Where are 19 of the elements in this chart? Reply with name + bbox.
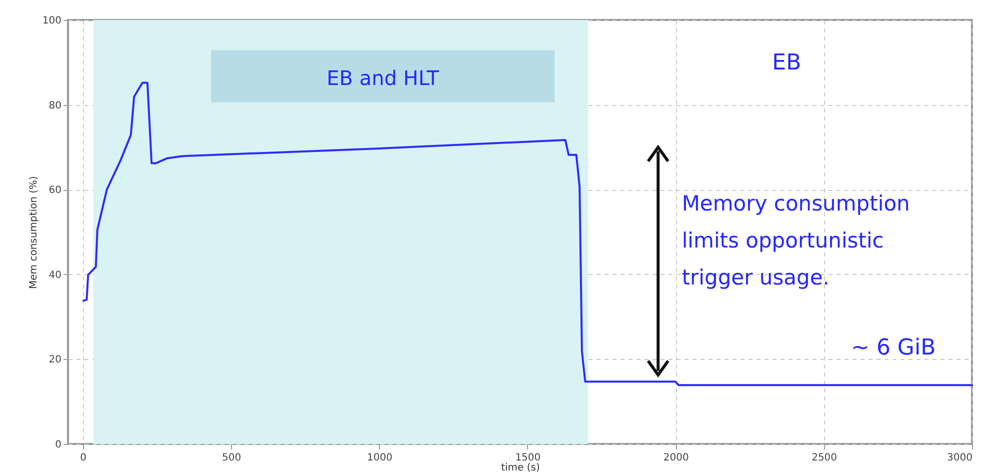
- y-tick-label: 40: [48, 270, 62, 281]
- x-tick-label: 2000: [663, 452, 689, 464]
- x-tick-label: 2500: [812, 452, 838, 464]
- x-tick-label: 500: [222, 452, 242, 464]
- y-axis-title: Mem consumption (%): [28, 176, 40, 289]
- y-tick-label: 100: [42, 16, 62, 26]
- y-tick-label: 60: [48, 185, 62, 196]
- y-tick-label: 80: [48, 100, 62, 112]
- x-tick-label: 0: [80, 452, 87, 464]
- x-tick-label: 1000: [366, 452, 392, 464]
- annotation: Memory consumption limits opportunistic trigger usage.: [682, 192, 910, 290]
- x-tick-label: 1500: [515, 452, 541, 464]
- band-label: EB and HLT: [326, 66, 440, 90]
- x-tick-label: 3000: [947, 452, 972, 464]
- annotation: EB: [772, 50, 802, 76]
- y-tick-label: 0: [55, 440, 62, 450]
- y-tick-label: 20: [48, 354, 62, 366]
- annotation: ~ 6 GiB: [851, 336, 936, 361]
- x-axis-title: time (s): [501, 462, 540, 474]
